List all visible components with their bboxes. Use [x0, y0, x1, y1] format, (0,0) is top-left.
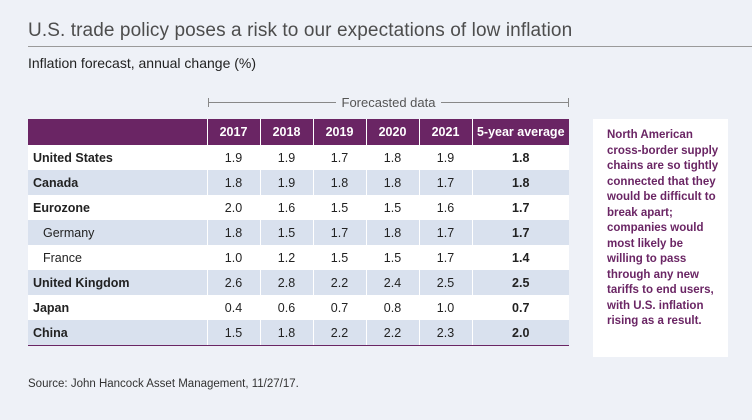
row-value-2017: 1.5 — [206, 320, 260, 346]
row-value-2020: 1.8 — [365, 220, 419, 245]
row-value-2019: 1.7 — [312, 145, 366, 170]
table-row: Germany 1.8 1.5 1.7 1.8 1.7 1.7 — [28, 220, 569, 245]
row-value-2020: 0.8 — [365, 295, 419, 320]
row-value-2020: 1.8 — [365, 170, 419, 195]
title-divider — [28, 46, 752, 47]
row-country-name: Germany — [28, 220, 207, 245]
row-5-year-average: 1.8 — [471, 170, 569, 195]
row-value-2019: 1.5 — [312, 195, 366, 220]
table-row: Canada 1.8 1.9 1.8 1.8 1.7 1.8 — [28, 170, 569, 195]
row-value-2017: 2.0 — [206, 195, 260, 220]
table-header-row: 2017 2018 2019 2020 2021 5-year average — [28, 119, 569, 145]
row-value-2021: 1.6 — [418, 195, 472, 220]
row-5-year-average: 1.7 — [471, 195, 569, 220]
inflation-table: 2017 2018 2019 2020 2021 5-year average … — [28, 119, 569, 346]
row-country-name: Eurozone — [28, 195, 207, 220]
row-value-2021: 2.5 — [418, 270, 472, 295]
row-value-2019: 1.8 — [312, 170, 366, 195]
row-value-2021: 2.3 — [418, 320, 472, 346]
header-cell-country — [28, 119, 207, 145]
forecast-bracket: Forecasted data — [208, 95, 569, 110]
header-cell-5-year-average: 5-year average — [471, 119, 569, 145]
row-value-2020: 1.5 — [365, 195, 419, 220]
row-value-2018: 1.5 — [259, 220, 313, 245]
table-row: United Kingdom 2.6 2.8 2.2 2.4 2.5 2.5 — [28, 270, 569, 295]
table-row: Eurozone 2.0 1.6 1.5 1.5 1.6 1.7 — [28, 195, 569, 220]
table-row: China 1.5 1.8 2.2 2.2 2.3 2.0 — [28, 320, 569, 346]
bracket-tick-left — [208, 98, 209, 107]
row-value-2020: 1.8 — [365, 145, 419, 170]
row-value-2019: 1.5 — [312, 245, 366, 270]
row-value-2020: 1.5 — [365, 245, 419, 270]
row-country-name: United Kingdom — [28, 270, 207, 295]
row-value-2017: 1.0 — [206, 245, 260, 270]
commentary-sidebar: North American cross-border supply chain… — [593, 119, 728, 357]
row-value-2019: 1.7 — [312, 220, 366, 245]
row-country-name: Japan — [28, 295, 207, 320]
row-value-2020: 2.2 — [365, 320, 419, 346]
header-cell-2021: 2021 — [418, 119, 472, 145]
row-5-year-average: 1.8 — [471, 145, 569, 170]
page-title: U.S. trade policy poses a risk to our ex… — [28, 20, 573, 41]
table-row: France 1.0 1.2 1.5 1.5 1.7 1.4 — [28, 245, 569, 270]
row-value-2019: 2.2 — [312, 270, 366, 295]
header-cell-2018: 2018 — [259, 119, 313, 145]
row-value-2021: 1.7 — [418, 170, 472, 195]
bracket-tick-right — [568, 98, 569, 107]
row-value-2020: 2.4 — [365, 270, 419, 295]
row-value-2021: 1.7 — [418, 245, 472, 270]
row-5-year-average: 1.4 — [471, 245, 569, 270]
table-row: United States 1.9 1.9 1.7 1.8 1.9 1.8 — [28, 145, 569, 170]
row-5-year-average: 2.0 — [471, 320, 569, 346]
table-row: Japan 0.4 0.6 0.7 0.8 1.0 0.7 — [28, 295, 569, 320]
row-value-2017: 2.6 — [206, 270, 260, 295]
row-value-2021: 1.0 — [418, 295, 472, 320]
row-5-year-average: 0.7 — [471, 295, 569, 320]
header-cell-2020: 2020 — [365, 119, 419, 145]
row-value-2019: 0.7 — [312, 295, 366, 320]
row-value-2019: 2.2 — [312, 320, 366, 346]
forecast-label-text: Forecasted data — [335, 95, 442, 110]
row-value-2018: 1.9 — [259, 145, 313, 170]
header-cell-2019: 2019 — [312, 119, 366, 145]
table-subtitle: Inflation forecast, annual change (%) — [28, 55, 257, 71]
row-5-year-average: 1.7 — [471, 220, 569, 245]
header-cell-2017: 2017 — [206, 119, 260, 145]
commentary-text: North American cross-border supply chain… — [607, 129, 719, 327]
row-value-2017: 1.9 — [206, 145, 260, 170]
row-value-2017: 0.4 — [206, 295, 260, 320]
row-value-2018: 1.6 — [259, 195, 313, 220]
row-value-2021: 1.7 — [418, 220, 472, 245]
row-country-name: Canada — [28, 170, 207, 195]
row-value-2017: 1.8 — [206, 220, 260, 245]
row-value-2018: 0.6 — [259, 295, 313, 320]
row-5-year-average: 2.5 — [471, 270, 569, 295]
source-note: Source: John Hancock Asset Management, 1… — [28, 378, 299, 390]
row-value-2018: 2.8 — [259, 270, 313, 295]
row-country-name: France — [28, 245, 207, 270]
row-value-2021: 1.9 — [418, 145, 472, 170]
row-country-name: China — [28, 320, 207, 346]
row-value-2017: 1.8 — [206, 170, 260, 195]
row-value-2018: 1.9 — [259, 170, 313, 195]
row-value-2018: 1.2 — [259, 245, 313, 270]
row-value-2018: 1.8 — [259, 320, 313, 346]
forecast-label: Forecasted data — [208, 95, 569, 110]
row-country-name: United States — [28, 145, 207, 170]
